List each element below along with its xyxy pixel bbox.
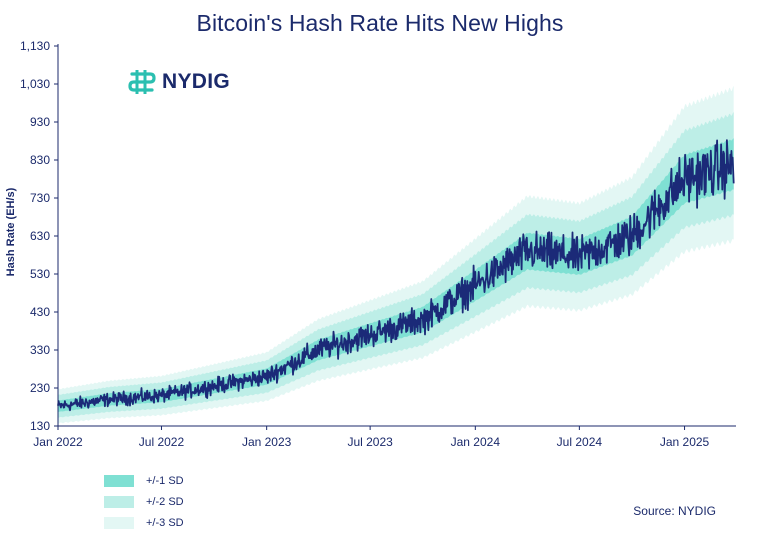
legend-item-sd2: +/-2 SD — [104, 491, 184, 512]
y-tick-label: 330 — [30, 343, 50, 357]
x-tick-label: Jan 2023 — [242, 435, 292, 449]
sd-band-2 — [58, 112, 734, 418]
legend: +/-1 SD +/-2 SD +/-3 SD — [104, 470, 184, 533]
chart-axes: 130 230 330 430 530 630 730 830 930 1,030 1,130 Jan… — [20, 39, 736, 449]
nydig-logo: NYDIG — [128, 68, 230, 96]
x-tick-label: Jan 2024 — [451, 435, 501, 449]
y-axis-label: Hash Rate (EH/s) — [5, 187, 17, 276]
legend-swatch-sd2 — [104, 495, 134, 508]
legend-swatch-sd1 — [104, 474, 134, 487]
y-tick-label: 730 — [30, 191, 50, 205]
chart-title: Bitcoin's Hash Rate Hits New Highs — [196, 10, 564, 36]
legend-item-sd1: +/-1 SD — [104, 470, 184, 491]
source-note: Source: NYDIG — [633, 504, 716, 518]
legend-label-sd1: +/-1 SD — [146, 474, 184, 487]
x-tick-label: Jan 2025 — [660, 435, 710, 449]
x-tick-label: Jul 2023 — [347, 435, 393, 449]
hash-rate-line — [57, 139, 735, 412]
legend-item-sd3: +/-3 SD — [104, 512, 184, 533]
y-tick-label: 230 — [30, 381, 50, 395]
logo-text: NYDIG — [162, 70, 231, 93]
y-tick-label: 830 — [30, 153, 50, 167]
y-tick-label: 130 — [30, 419, 50, 433]
legend-swatch-sd3 — [104, 516, 134, 529]
y-tick-label: 530 — [30, 267, 50, 281]
x-tick-label: Jul 2022 — [139, 435, 185, 449]
nydig-logo-icon — [128, 70, 156, 94]
legend-label-sd2: +/-2 SD — [146, 495, 184, 508]
y-tick-label: 430 — [30, 305, 50, 319]
sd-bands — [58, 86, 734, 424]
x-tick-label: Jan 2022 — [33, 435, 83, 449]
x-tick-label: Jul 2024 — [557, 435, 603, 449]
y-tick-label: 1,030 — [20, 77, 50, 91]
y-tick-label: 630 — [30, 229, 50, 243]
y-tick-label: 930 — [30, 115, 50, 129]
hash-rate-series — [57, 139, 735, 412]
legend-label-sd3: +/-3 SD — [146, 516, 184, 529]
y-tick-label: 1,130 — [20, 39, 50, 53]
